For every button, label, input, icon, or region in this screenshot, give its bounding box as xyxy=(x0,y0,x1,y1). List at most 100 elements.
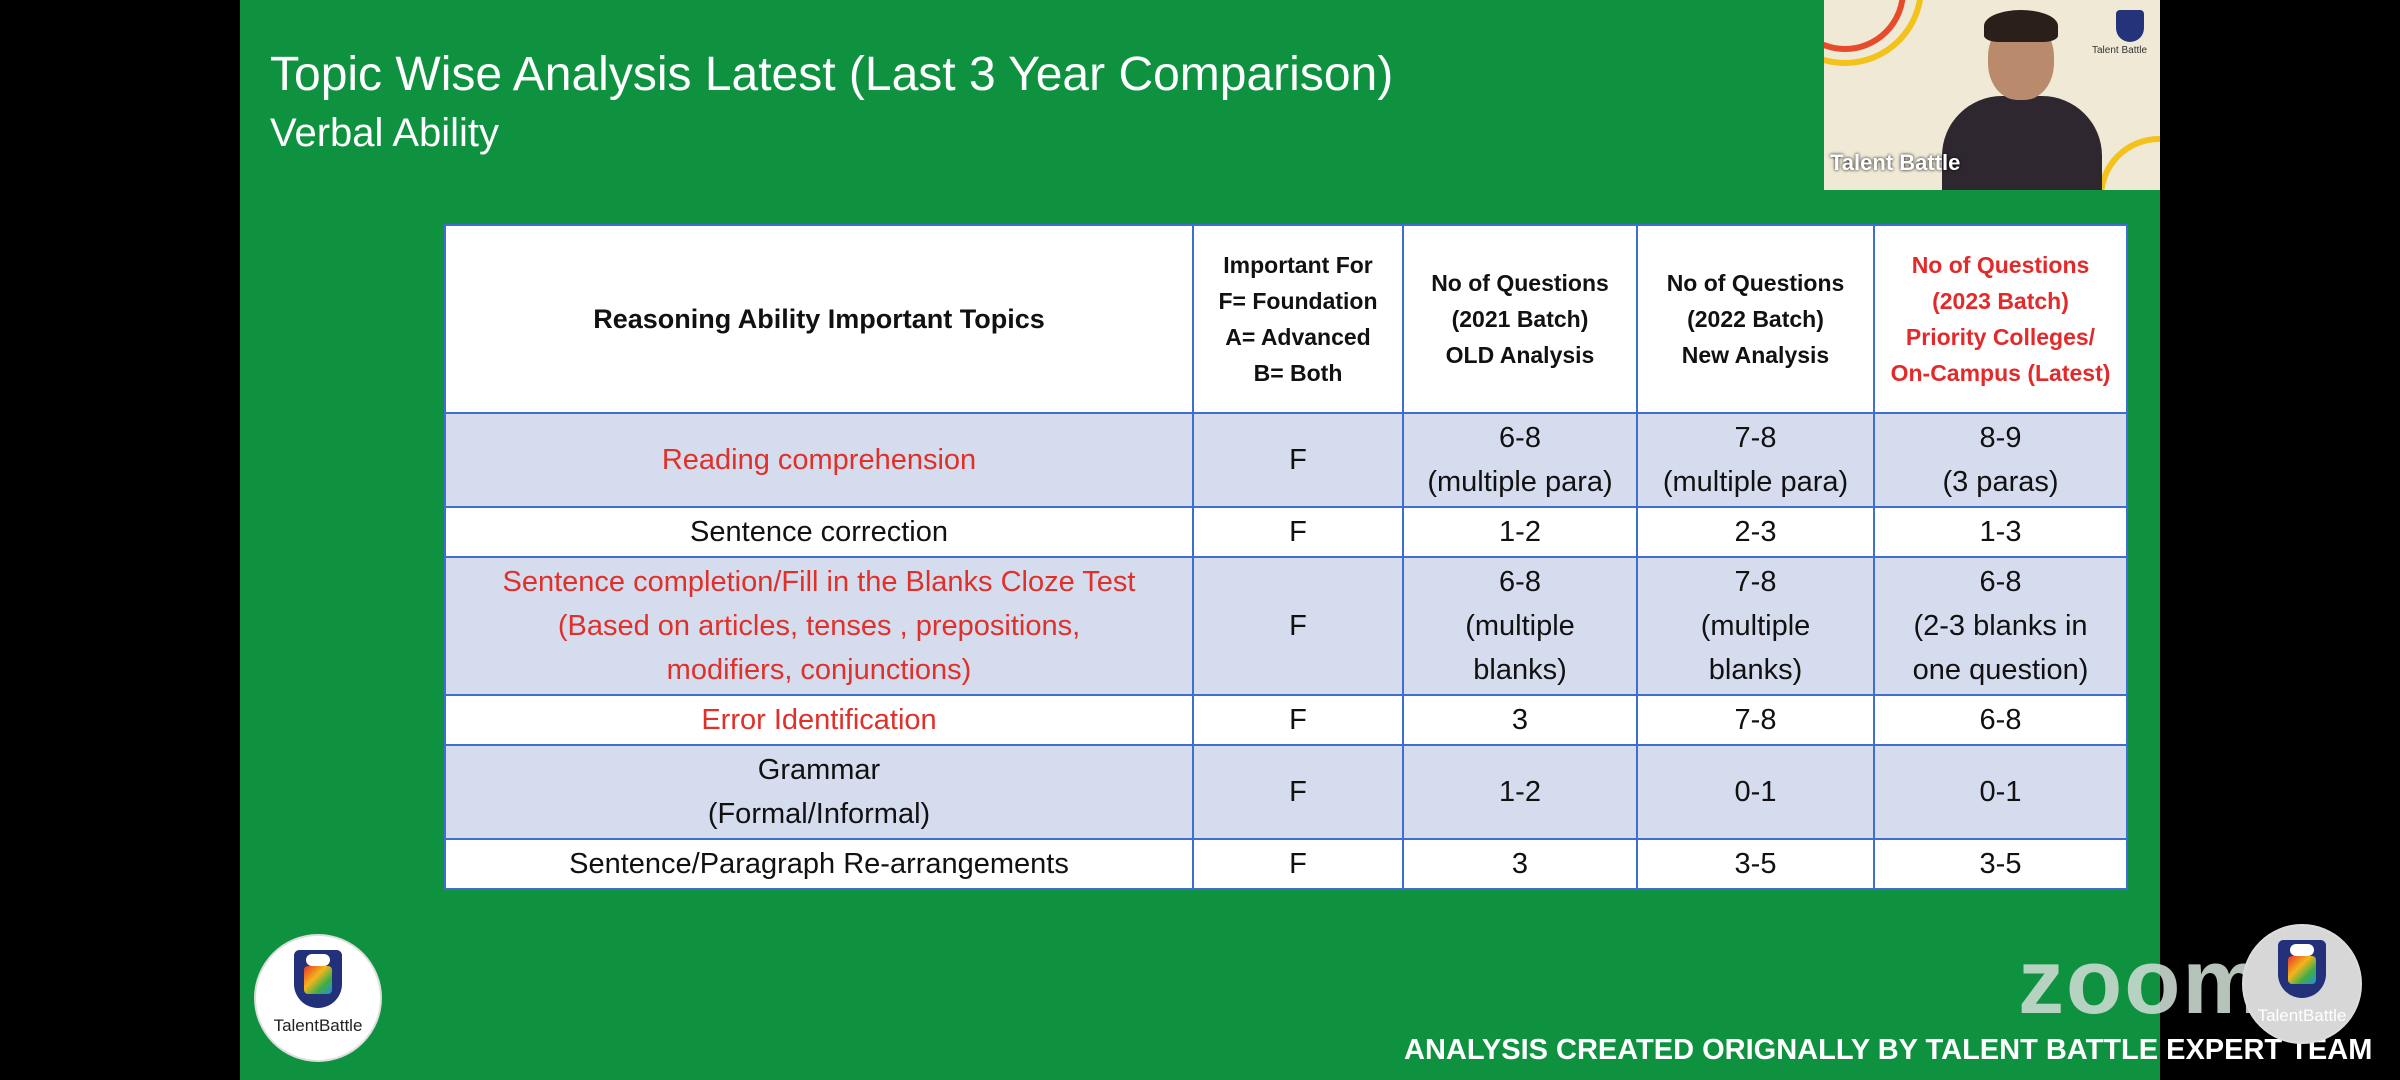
cell-line: (2-3 blanks in xyxy=(1913,610,2088,642)
column-header-line: No of Questions xyxy=(1911,252,2090,278)
y2021-cell: 1-2 xyxy=(1402,744,1638,840)
column-header-line: (2023 Batch) xyxy=(1932,288,2069,314)
y2023-cell: 6-8 (2-3 blanks in one question) xyxy=(1873,556,2128,696)
column-header-line: B= Both xyxy=(1253,360,1343,386)
y2022-cell: 7-8 xyxy=(1636,694,1875,746)
cell-line: (multiple para) xyxy=(1662,466,1849,498)
zoom-watermark: zoom xyxy=(2018,931,2267,1033)
shield-icon xyxy=(294,950,342,1008)
column-header-line: (2022 Batch) xyxy=(1687,306,1824,332)
cell-line: (multiple xyxy=(1700,610,1811,642)
cell-line: blanks) xyxy=(1708,654,1803,686)
column-header-line: A= Advanced xyxy=(1225,324,1371,350)
imp-cell: F xyxy=(1192,694,1404,746)
cell-line: Sentence correction xyxy=(690,516,948,548)
imp-cell: F xyxy=(1192,838,1404,890)
webcam-video-tile[interactable]: Talent Battle Talent Battle xyxy=(1824,0,2160,190)
cell-line: 6-8 xyxy=(1979,704,2022,736)
imp-cell: F xyxy=(1192,744,1404,840)
participant-hair xyxy=(1984,10,2058,42)
cell-line: Grammar xyxy=(757,754,881,786)
table-row: Grammar (Formal/Informal) F 1-2 0-1 0-1 xyxy=(444,744,2128,840)
y2021-cell: 6-8 (multiple blanks) xyxy=(1402,556,1638,696)
column-header-line: (2021 Batch) xyxy=(1451,306,1589,332)
cell-line: 3 xyxy=(1511,704,1529,736)
table-row: Reading comprehension F 6-8 (multiple para)… xyxy=(444,412,2128,508)
cell-line: (3 paras) xyxy=(1942,466,2059,498)
cell-line: Sentence completion/Fill in the Blanks C… xyxy=(502,566,1136,598)
participant-name: Talent Battle xyxy=(1830,150,1961,175)
cell-line: 0-1 xyxy=(1734,776,1777,808)
cell-line: 1-2 xyxy=(1499,776,1541,808)
column-header-line: On-Campus (Latest) xyxy=(1890,360,2111,386)
logo-brand-text: TalentBattle xyxy=(2257,1006,2347,1025)
y2022-cell: 2-3 xyxy=(1636,506,1875,558)
y2023-cell: 3-5 xyxy=(1873,838,2128,890)
topic-cell: Error Identification xyxy=(444,694,1194,746)
column-header-line: F= Foundation xyxy=(1218,288,1378,314)
cell-line: 6-8 xyxy=(1979,566,2022,598)
cell-line: 3-5 xyxy=(1734,848,1777,880)
cell-line: one question) xyxy=(1912,654,2089,686)
cell-line: modifiers, conjunctions) xyxy=(666,654,972,686)
topic-cell: Reading comprehension xyxy=(444,412,1194,508)
table-row: Sentence correction F 1-2 2-3 1-3 xyxy=(444,506,2128,558)
topic-cell: Sentence completion/Fill in the Blanks C… xyxy=(444,556,1194,696)
analysis-table: Reasoning Ability Important Topics Import… xyxy=(444,224,2128,890)
cell-line: (multiple para) xyxy=(1427,466,1613,498)
cell-line: 7-8 xyxy=(1734,704,1777,736)
decor-arc xyxy=(2098,136,2160,190)
cell-line: blanks) xyxy=(1473,654,1567,686)
column-header-line: Reasoning Ability Important Topics xyxy=(593,304,1045,334)
cell-line: 1-2 xyxy=(1499,516,1541,548)
y2022-cell: 7-8 (multiple para) xyxy=(1636,412,1875,508)
credit-text: ANALYSIS CREATED ORIGNALLY BY TALENT BAT… xyxy=(1404,1034,2373,1066)
topic-cell: Sentence correction xyxy=(444,506,1194,558)
y2023-cell: 1-3 xyxy=(1873,506,2128,558)
shield-icon xyxy=(2278,940,2326,998)
slide-subtitle: Verbal Ability xyxy=(270,111,500,155)
y2022-cell: 7-8 (multiple blanks) xyxy=(1636,556,1875,696)
cell-line: 3-5 xyxy=(1979,848,2022,880)
cell-line: Error Identification xyxy=(701,704,937,736)
cell-line: (Based on articles, tenses , preposition… xyxy=(557,610,1081,642)
y2021-cell: 3 xyxy=(1402,694,1638,746)
talent-battle-logo-icon xyxy=(2116,10,2144,42)
imp-cell: F xyxy=(1192,506,1404,558)
column-header: No of Questions (2023 Batch) Priority Coll… xyxy=(1873,224,2128,414)
cell-line: 1-3 xyxy=(1979,516,2022,548)
y2023-cell: 8-9 (3 paras) xyxy=(1873,412,2128,508)
column-header: Important For F= Foundation A= Advanced B= … xyxy=(1192,224,1404,414)
y2022-cell: 3-5 xyxy=(1636,838,1875,890)
column-header: Reasoning Ability Important Topics xyxy=(444,224,1194,414)
topic-cell: Sentence/Paragraph Re-arrangements xyxy=(444,838,1194,890)
y2021-cell: 6-8 (multiple para) xyxy=(1402,412,1638,508)
y2023-cell: 6-8 xyxy=(1873,694,2128,746)
imp-cell: F xyxy=(1192,556,1404,696)
column-header-line: Important For xyxy=(1223,252,1373,278)
table-row: Sentence completion/Fill in the Blanks C… xyxy=(444,556,2128,696)
topic-cell: Grammar (Formal/Informal) xyxy=(444,744,1194,840)
participant-body xyxy=(1942,96,2102,190)
column-header: No of Questions (2021 Batch) OLD Analysis xyxy=(1402,224,1638,414)
cell-line: 8-9 xyxy=(1979,422,2022,454)
y2023-cell: 0-1 xyxy=(1873,744,2128,840)
cell-line: 7-8 xyxy=(1734,422,1777,454)
imp-cell: F xyxy=(1192,412,1404,508)
column-header: No of Questions (2022 Batch) New Analysis xyxy=(1636,224,1875,414)
column-header-line: Priority Colleges/ xyxy=(1905,324,2096,350)
column-header-line: OLD Analysis xyxy=(1445,342,1595,368)
talent-battle-logo-left: TalentBattle xyxy=(256,936,380,1060)
cell-line: 6-8 xyxy=(1499,422,1541,454)
column-header-line: No of Questions xyxy=(1666,270,1845,296)
column-header-line: No of Questions xyxy=(1431,270,1609,296)
logo-brand-text: TalentBattle xyxy=(273,1016,363,1035)
y2022-cell: 0-1 xyxy=(1636,744,1875,840)
slide-title: Topic Wise Analysis Latest (Last 3 Year … xyxy=(270,48,1394,101)
table-header-row: Reasoning Ability Important Topics Import… xyxy=(444,224,2128,414)
cell-line: 2-3 xyxy=(1734,516,1777,548)
cell-line: Sentence/Paragraph Re-arrangements xyxy=(569,848,1069,880)
cell-line: (multiple xyxy=(1465,610,1575,642)
cam-logo-text: Talent Battle xyxy=(2092,45,2148,56)
y2021-cell: 3 xyxy=(1402,838,1638,890)
